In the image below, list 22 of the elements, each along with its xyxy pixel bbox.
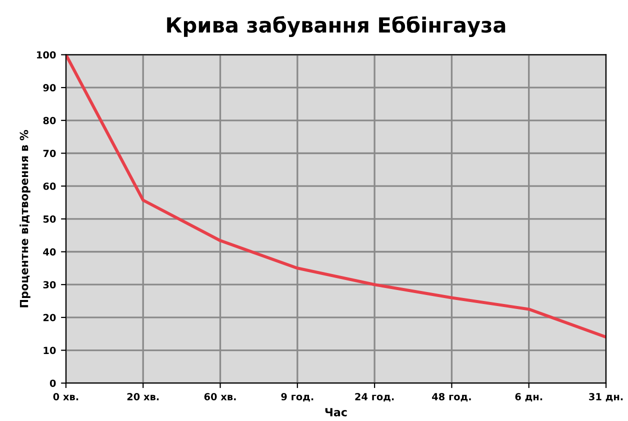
y-tick-label: 20 [43,314,56,322]
y-tick-label: 80 [43,116,56,124]
x-tick-label: 20 хв. [127,393,159,400]
chart-title: Крива забування Еббінгауза [167,16,506,38]
y-tick-label: 0 [50,380,56,387]
y-axis-title: Процентне відтворення в % [20,130,30,308]
y-tick-label: 70 [43,150,56,158]
x-tick-label: 48 год. [432,393,471,402]
x-tick-label: 0 хв. [53,393,78,400]
x-tick-label: 9 год. [281,393,314,402]
y-tick-label: 90 [43,84,56,92]
x-tick-label: 24 год. [355,393,394,402]
x-axis-title: Час [325,408,347,416]
x-tick-label: 31 дн. [589,393,623,402]
y-tick-label: 10 [44,346,56,354]
y-tick-label: 50 [43,215,56,223]
y-tick-label: 30 [43,281,56,288]
y-tick-label: 100 [37,51,56,59]
y-tick-label: 40 [43,248,56,256]
x-tick-label: 60 хв. [204,393,236,400]
y-tick-label: 60 [43,182,56,190]
x-tick-label: 6 дн. [515,393,542,402]
